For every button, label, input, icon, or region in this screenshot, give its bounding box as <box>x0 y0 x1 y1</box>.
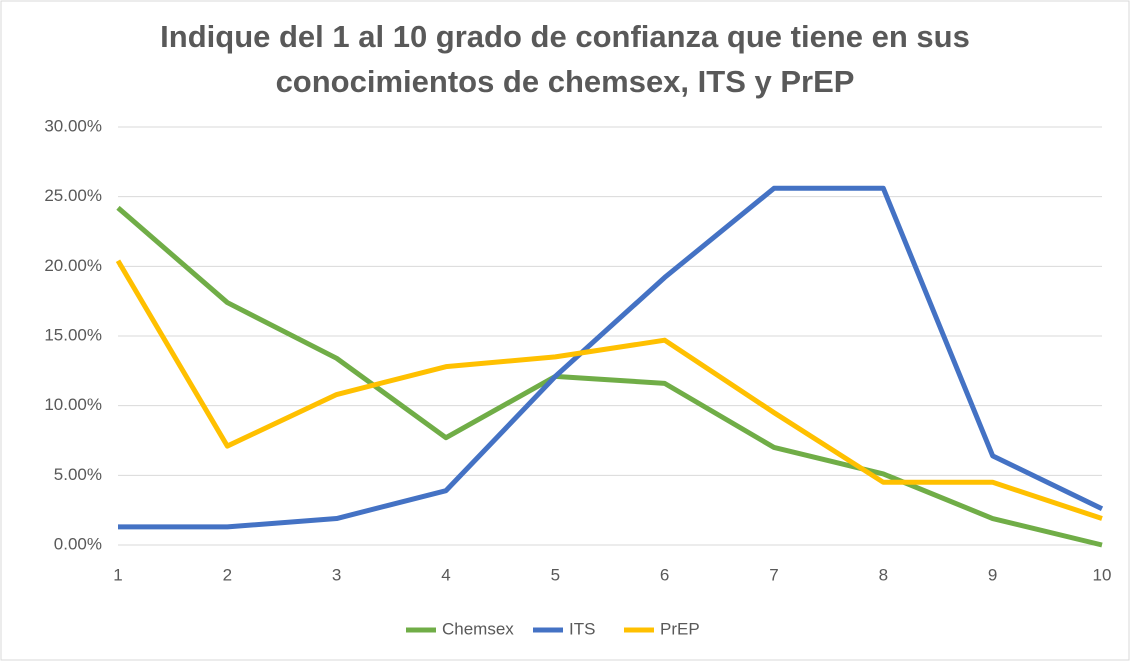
x-tick-label: 5 <box>551 565 560 584</box>
x-tick-label: 8 <box>879 565 888 584</box>
x-tick-label: 2 <box>223 565 232 584</box>
series-line <box>118 185 1104 530</box>
x-tick-label: 9 <box>988 565 997 584</box>
y-tick-label: 20.00% <box>44 256 102 275</box>
y-tick-label: 5.00% <box>54 465 102 484</box>
x-tick-label: 4 <box>441 565 450 584</box>
y-tick-label: 25.00% <box>44 186 102 205</box>
legend-label: Chemsex <box>442 619 514 638</box>
legend-label: ITS <box>569 619 595 638</box>
x-tick-label: 10 <box>1093 565 1112 584</box>
y-tick-label: 15.00% <box>44 325 102 344</box>
x-tick-label: 6 <box>660 565 669 584</box>
chart-title: Indique del 1 al 10 grado de confianza q… <box>160 19 970 99</box>
series-line <box>115 259 1103 521</box>
x-tick-label: 3 <box>332 565 341 584</box>
y-tick-label: 0.00% <box>54 534 102 553</box>
series-line <box>116 205 1103 548</box>
x-tick-label: 1 <box>113 565 122 584</box>
y-tick-label: 30.00% <box>44 116 102 135</box>
legend-label: PrEP <box>660 619 700 638</box>
y-tick-label: 10.00% <box>44 395 102 414</box>
x-tick-label: 7 <box>769 565 778 584</box>
